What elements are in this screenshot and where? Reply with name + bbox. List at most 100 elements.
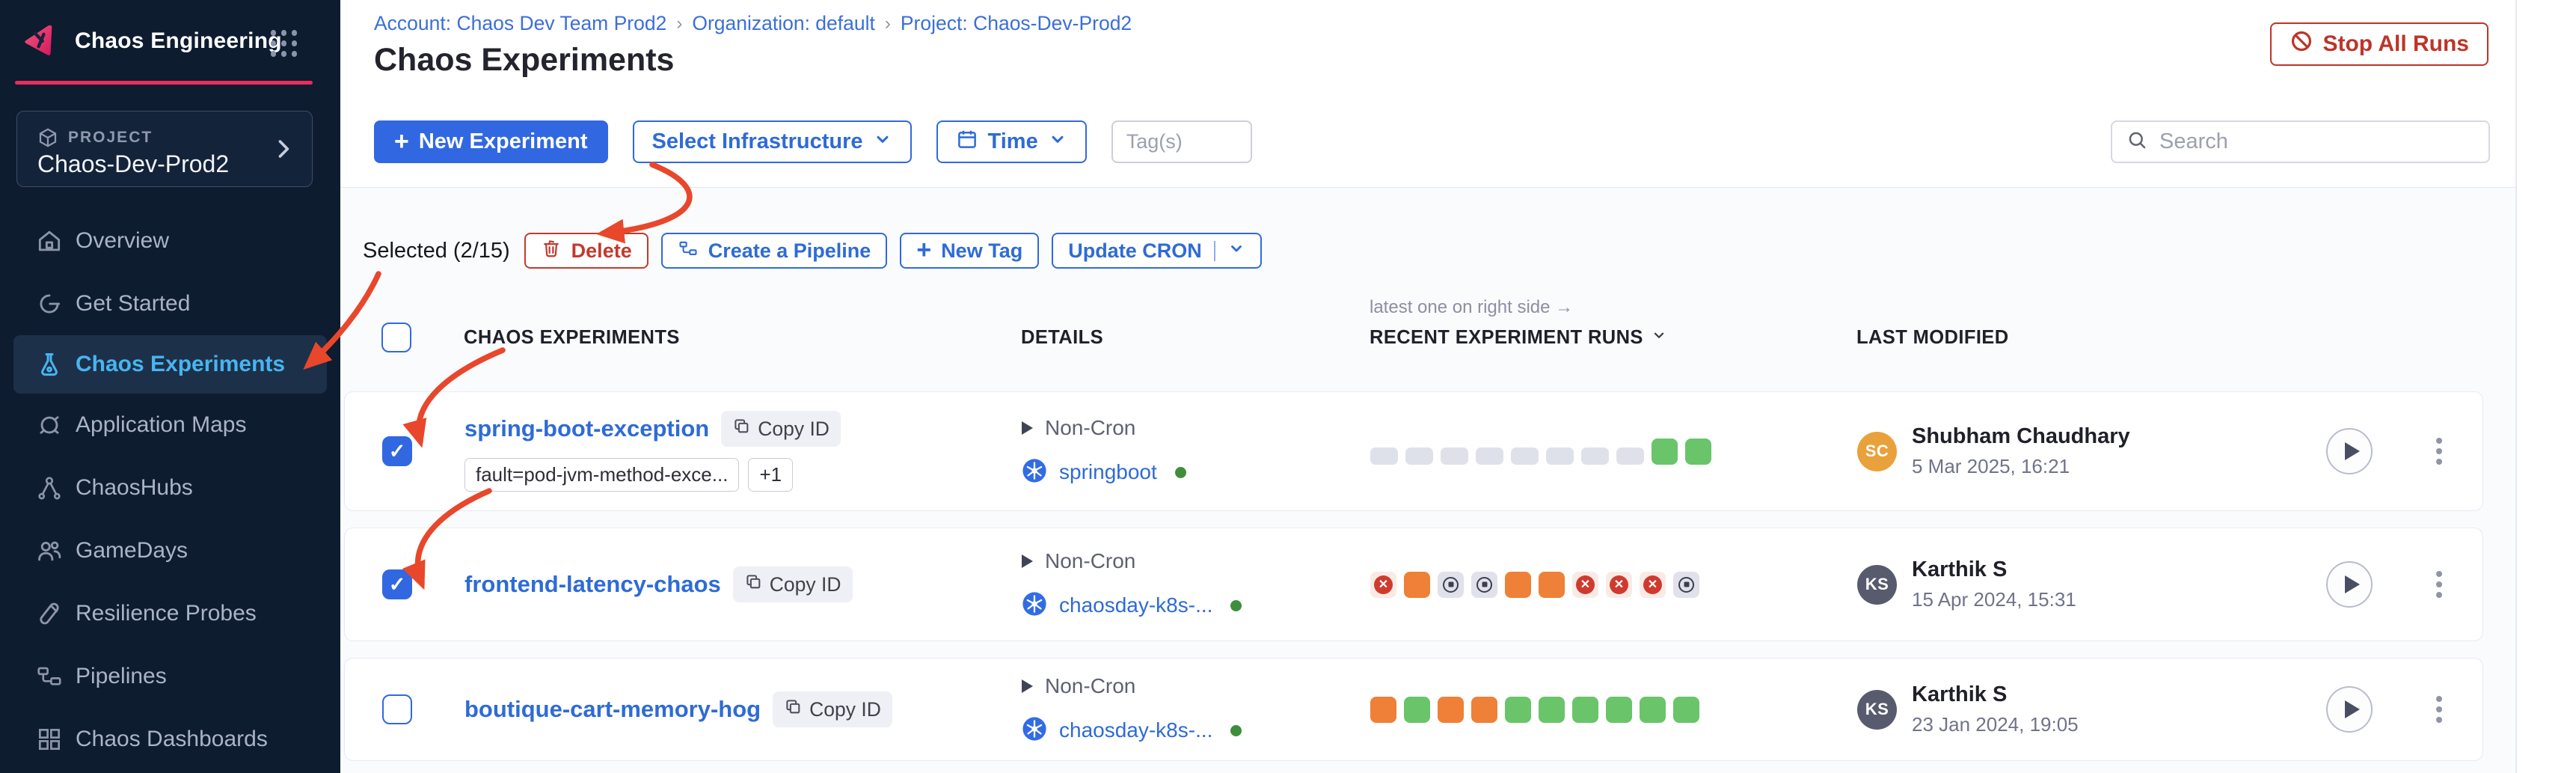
run-indicator-stopped[interactable] — [1438, 571, 1464, 598]
tag-chip[interactable]: fault=pod-jvm-method-exce... — [464, 458, 740, 492]
run-indicator-passed[interactable] — [1539, 696, 1565, 723]
run-experiment-button[interactable] — [2326, 686, 2373, 733]
row-menu-button[interactable] — [2430, 565, 2448, 604]
sidebar-item-get-started[interactable]: Get Started — [0, 272, 340, 335]
run-indicator-passed[interactable] — [1606, 696, 1632, 723]
page-title: Chaos Experiments — [374, 42, 675, 78]
run-indicator-passed[interactable] — [1572, 696, 1598, 723]
sidebar-item-resilience-probes[interactable]: Resilience Probes — [0, 582, 340, 645]
row-menu-button[interactable] — [2430, 690, 2448, 729]
run-indicator-stopped[interactable] — [1471, 571, 1497, 598]
chevron-right-icon — [270, 136, 295, 165]
expand-triangle-icon[interactable] — [1022, 554, 1033, 568]
run-indicator-empty[interactable] — [1370, 447, 1398, 465]
run-indicator-empty[interactable] — [1476, 447, 1503, 465]
run-indicator-aborted[interactable] — [1505, 571, 1531, 598]
flask-icon — [34, 349, 64, 379]
chevron-down-icon — [1048, 129, 1067, 155]
run-indicator-passed[interactable] — [1673, 696, 1699, 723]
run-indicator-empty[interactable] — [1581, 447, 1609, 465]
row-menu-button[interactable] — [2430, 432, 2448, 471]
infrastructure-link[interactable]: chaosday-k8s-... — [1059, 593, 1213, 617]
run-indicator-failed[interactable] — [1572, 571, 1598, 598]
project-selector[interactable]: PROJECT Chaos-Dev-Prod2 — [16, 111, 313, 187]
copy-id-button[interactable]: Copy ID — [721, 411, 841, 447]
experiment-name-link[interactable]: frontend-latency-chaos — [464, 571, 721, 597]
plus-icon — [916, 237, 931, 264]
chevron-down-icon — [1651, 327, 1667, 349]
run-indicator-empty[interactable] — [1441, 447, 1468, 465]
run-indicator-passed[interactable] — [1505, 696, 1531, 723]
row-checkbox[interactable] — [382, 436, 412, 466]
copy-id-button[interactable]: Copy ID — [773, 691, 892, 727]
row-checkbox[interactable] — [382, 569, 412, 599]
main-content: Account: Chaos Dev Team Prod2 › Organiza… — [340, 0, 2517, 773]
experiment-name-link[interactable]: boutique-cart-memory-hog — [464, 696, 761, 722]
run-indicator-passed[interactable] — [1652, 438, 1678, 465]
kubernetes-icon — [1022, 458, 1047, 487]
sidebar-nav: Overview Get Started Chaos Experiments A… — [0, 210, 340, 771]
run-experiment-button[interactable] — [2326, 428, 2373, 474]
infrastructure-link[interactable]: springboot — [1059, 460, 1157, 483]
run-indicator-passed[interactable] — [1404, 696, 1430, 723]
col-header-details[interactable]: DETAILS — [1021, 326, 1103, 348]
run-indicator-empty[interactable] — [1546, 447, 1574, 465]
experiment-name-link[interactable]: spring-boot-exception — [464, 415, 710, 442]
run-indicator-aborted[interactable] — [1471, 696, 1497, 723]
breadcrumb-account-link[interactable]: Account: Chaos Dev Team Prod2 — [374, 12, 667, 34]
search-input[interactable] — [2159, 129, 2475, 154]
col-header-runs[interactable]: RECENT EXPERIMENT RUNS — [1370, 327, 1847, 349]
sidebar-item-gamedays[interactable]: GameDays — [0, 519, 340, 582]
avatar: KS — [1857, 564, 1897, 605]
sidebar-item-pipelines[interactable]: Pipelines — [0, 645, 340, 708]
select-all-checkbox[interactable] — [381, 323, 411, 352]
network-icon — [34, 473, 64, 503]
new-tag-button[interactable]: New Tag — [900, 233, 1040, 269]
sidebar-item-overview[interactable]: Overview — [0, 210, 340, 272]
create-pipeline-button[interactable]: Create a Pipeline — [660, 233, 888, 269]
breadcrumb-org-link[interactable]: Organization: default — [692, 12, 875, 34]
brand-header: Chaos Engineering — [0, 0, 340, 85]
expand-triangle-icon[interactable] — [1022, 421, 1033, 435]
tag-list: fault=pod-jvm-method-exce... +1 — [464, 458, 1014, 492]
expand-triangle-icon[interactable] — [1022, 679, 1033, 693]
breadcrumb-project-link[interactable]: Project: Chaos-Dev-Prod2 — [900, 12, 1132, 34]
run-indicator-passed[interactable] — [1685, 438, 1711, 465]
chaos-logo-icon[interactable] — [19, 21, 58, 64]
run-indicator-failed[interactable] — [1606, 571, 1632, 598]
copy-id-button[interactable]: Copy ID — [732, 566, 853, 602]
row-checkbox[interactable] — [382, 694, 412, 724]
play-icon — [2344, 442, 2360, 460]
infrastructure-link[interactable]: chaosday-k8s-... — [1059, 718, 1213, 742]
col-header-modified[interactable]: LAST MODIFIED — [1856, 326, 2009, 348]
run-indicator-stopped[interactable] — [1673, 571, 1699, 598]
time-filter-dropdown[interactable]: Time — [936, 120, 1087, 163]
sidebar-item-chaos-experiments[interactable]: Chaos Experiments — [13, 335, 327, 394]
run-indicator-aborted[interactable] — [1404, 571, 1430, 598]
app-switcher-icon[interactable] — [270, 30, 297, 57]
stop-all-runs-button[interactable]: Stop All Runs — [2270, 22, 2488, 66]
get-started-icon — [34, 289, 64, 319]
run-indicator-empty[interactable] — [1511, 447, 1539, 465]
search-box — [2111, 120, 2490, 163]
update-cron-button[interactable]: Update CRON — [1052, 233, 1262, 269]
sidebar-item-chaoshubs[interactable]: ChaosHubs — [0, 456, 340, 519]
run-experiment-button[interactable] — [2326, 561, 2373, 608]
run-indicator-empty[interactable] — [1405, 447, 1433, 465]
run-indicator-failed[interactable] — [1640, 571, 1666, 598]
col-header-experiments[interactable]: CHAOS EXPERIMENTS — [464, 326, 680, 348]
run-indicator-passed[interactable] — [1640, 696, 1666, 723]
new-experiment-button[interactable]: New Experiment — [374, 120, 608, 163]
delete-button[interactable]: Delete — [524, 233, 648, 269]
sidebar-item-chaos-dashboards[interactable]: Chaos Dashboards — [0, 708, 340, 771]
select-infrastructure-dropdown[interactable]: Select Infrastructure — [632, 120, 912, 163]
run-indicator-aborted[interactable] — [1539, 571, 1565, 598]
tags-filter-input[interactable] — [1111, 120, 1252, 163]
tag-chip[interactable]: +1 — [748, 458, 794, 492]
run-indicator-failed[interactable] — [1370, 571, 1396, 598]
run-indicator-aborted[interactable] — [1370, 696, 1396, 723]
sidebar-item-application-maps[interactable]: Application Maps — [0, 394, 340, 456]
run-indicator-empty[interactable] — [1616, 447, 1644, 465]
run-indicator-aborted[interactable] — [1438, 696, 1464, 723]
